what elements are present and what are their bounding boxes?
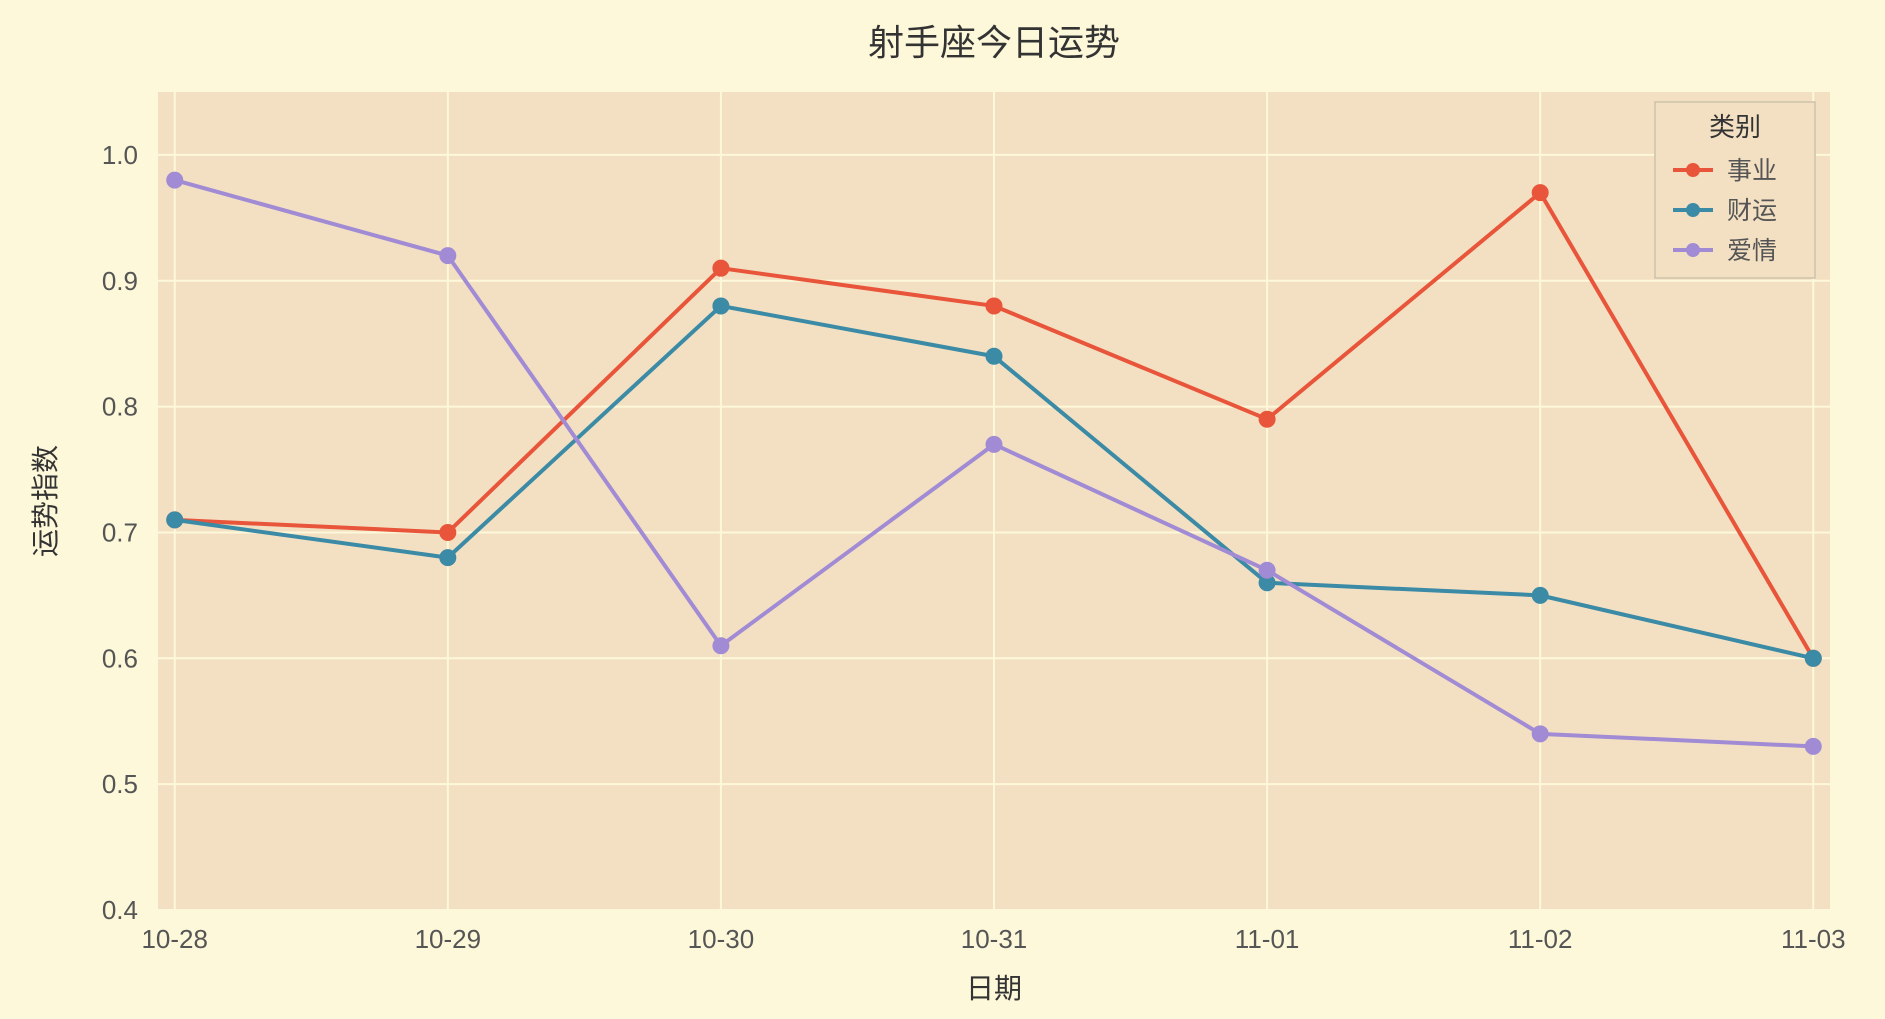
y-tick-label: 0.8 (102, 392, 138, 422)
data-point (986, 298, 1002, 314)
data-point (1805, 650, 1821, 666)
fortune-chart: 0.4 0.5 0.6 0.7 0.8 0.9 1.0 10-28 10-29 10-30 10-3… (0, 0, 1885, 1019)
data-point (1259, 562, 1275, 578)
data-point (167, 172, 183, 188)
y-tick-label: 1.0 (102, 140, 138, 170)
data-point (986, 348, 1002, 364)
data-point (713, 298, 729, 314)
data-point (1259, 411, 1275, 427)
data-point (1532, 587, 1548, 603)
chart-title: 射手座今日运势 (868, 22, 1120, 63)
x-tick-label: 10-31 (961, 924, 1028, 954)
chart-svg: 0.4 0.5 0.6 0.7 0.8 0.9 1.0 10-28 10-29 10-30 10-3… (0, 0, 1885, 1019)
legend-swatch-marker (1686, 243, 1700, 257)
data-point (1532, 185, 1548, 201)
legend-label: 爱情 (1727, 237, 1777, 265)
x-tick-label: 11-03 (1781, 924, 1846, 954)
x-tick-label: 11-01 (1235, 924, 1300, 954)
y-tick-label: 0.7 (102, 517, 138, 547)
data-point (713, 638, 729, 654)
data-point (440, 248, 456, 264)
data-point (713, 260, 729, 276)
legend-title: 类别 (1709, 112, 1761, 142)
x-axis-label: 日期 (966, 973, 1022, 1004)
x-tick-label: 10-30 (688, 924, 755, 954)
y-tick-label: 0.9 (102, 266, 138, 296)
data-point (440, 524, 456, 540)
data-point (986, 436, 1002, 452)
legend-swatch-marker (1686, 163, 1700, 177)
x-tick-label: 10-29 (415, 924, 482, 954)
legend-label: 财运 (1727, 197, 1777, 225)
y-tick-label: 0.5 (102, 769, 138, 799)
data-point (440, 550, 456, 566)
data-point (167, 512, 183, 528)
x-tick-label: 11-02 (1508, 924, 1573, 954)
x-tick-label: 10-28 (141, 924, 208, 954)
y-tick-label: 0.4 (102, 895, 138, 925)
data-point (1805, 738, 1821, 754)
data-point (1532, 726, 1548, 742)
y-tick-label: 0.6 (102, 643, 138, 673)
y-axis-label: 运势指数 (30, 445, 61, 557)
legend-swatch-marker (1686, 203, 1700, 217)
legend-label: 事业 (1727, 157, 1777, 185)
